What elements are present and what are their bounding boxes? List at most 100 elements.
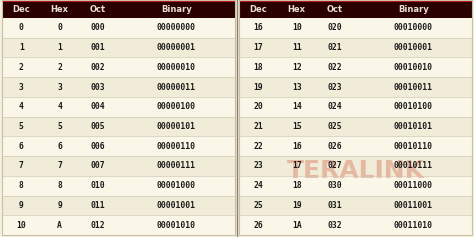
Text: 7: 7 [57, 161, 62, 170]
Bar [2, 18, 235, 38]
Text: 032: 032 [328, 221, 342, 230]
Text: 006: 006 [91, 142, 105, 151]
Text: 14: 14 [292, 102, 301, 111]
Text: 18: 18 [253, 63, 263, 72]
Text: 17: 17 [292, 161, 301, 170]
Text: 0: 0 [57, 23, 62, 32]
Text: 21: 21 [253, 122, 263, 131]
Text: 00001001: 00001001 [157, 201, 196, 210]
Bar [239, 136, 472, 156]
Text: 024: 024 [328, 102, 342, 111]
Text: 00001000: 00001000 [157, 181, 196, 190]
Text: 00011000: 00011000 [394, 181, 433, 190]
Text: TERALINK: TERALINK [286, 159, 425, 183]
Text: 8: 8 [19, 181, 24, 190]
Text: 0: 0 [19, 23, 24, 32]
Text: 00011010: 00011010 [394, 221, 433, 230]
Text: 005: 005 [91, 122, 105, 131]
Bar [2, 156, 235, 176]
Text: 9: 9 [19, 201, 24, 210]
Bar [2, 77, 235, 97]
Text: 26: 26 [253, 221, 263, 230]
Text: 3: 3 [57, 82, 62, 91]
Text: 030: 030 [328, 181, 342, 190]
Text: 004: 004 [91, 102, 105, 111]
Text: 5: 5 [19, 122, 24, 131]
Bar [239, 57, 472, 77]
Text: 00010111: 00010111 [394, 161, 433, 170]
Text: 00000111: 00000111 [157, 161, 196, 170]
Text: Hex: Hex [288, 5, 306, 14]
Bar [2, 176, 235, 196]
Text: 3: 3 [19, 82, 24, 91]
Text: 6: 6 [57, 142, 62, 151]
Text: 18: 18 [292, 181, 301, 190]
Text: 001: 001 [91, 43, 105, 52]
Text: 021: 021 [328, 43, 342, 52]
Text: 027: 027 [328, 161, 342, 170]
Bar [2, 196, 235, 215]
Text: 010: 010 [91, 181, 105, 190]
Text: 9: 9 [57, 201, 62, 210]
Bar [239, 38, 472, 57]
Text: Oct: Oct [327, 5, 343, 14]
Text: Binary: Binary [161, 5, 191, 14]
Bar [239, 77, 472, 97]
Text: 00000110: 00000110 [157, 142, 196, 151]
Text: 1: 1 [19, 43, 24, 52]
Text: 13: 13 [292, 82, 301, 91]
Bar [239, 196, 472, 215]
Text: 22: 22 [253, 142, 263, 151]
Text: 00010101: 00010101 [394, 122, 433, 131]
Text: Dec: Dec [249, 5, 267, 14]
Text: 12: 12 [292, 63, 301, 72]
Text: 00000100: 00000100 [157, 102, 196, 111]
Text: 00000000: 00000000 [157, 23, 196, 32]
Text: 00010011: 00010011 [394, 82, 433, 91]
Bar [2, 215, 235, 235]
Bar [2, 38, 235, 57]
Text: 19: 19 [253, 82, 263, 91]
Text: 00010001: 00010001 [394, 43, 433, 52]
Text: 2: 2 [57, 63, 62, 72]
Bar [2, 0, 235, 18]
Text: 4: 4 [19, 102, 24, 111]
Text: 00010100: 00010100 [394, 102, 433, 111]
Text: 012: 012 [91, 221, 105, 230]
Text: 00000010: 00000010 [157, 63, 196, 72]
Text: 20: 20 [253, 102, 263, 111]
Text: 7: 7 [19, 161, 24, 170]
Text: 003: 003 [91, 82, 105, 91]
Text: 16: 16 [253, 23, 263, 32]
Text: 1: 1 [57, 43, 62, 52]
Text: 00010110: 00010110 [394, 142, 433, 151]
Text: 23: 23 [253, 161, 263, 170]
Text: 19: 19 [292, 201, 301, 210]
Bar [239, 156, 472, 176]
Text: 025: 025 [328, 122, 342, 131]
Text: 25: 25 [253, 201, 263, 210]
Text: 24: 24 [253, 181, 263, 190]
Text: 020: 020 [328, 23, 342, 32]
Text: 00010010: 00010010 [394, 63, 433, 72]
Text: 5: 5 [57, 122, 62, 131]
Bar [239, 117, 472, 136]
Text: Oct: Oct [90, 5, 106, 14]
Text: 1A: 1A [292, 221, 301, 230]
Bar [239, 0, 472, 18]
Bar [239, 0, 472, 235]
Bar [239, 18, 472, 38]
Bar [2, 117, 235, 136]
Text: 002: 002 [91, 63, 105, 72]
Text: 11: 11 [292, 43, 301, 52]
Bar [239, 176, 472, 196]
Text: 00001010: 00001010 [157, 221, 196, 230]
Bar [239, 215, 472, 235]
Text: 000: 000 [91, 23, 105, 32]
Text: 031: 031 [328, 201, 342, 210]
Text: Dec: Dec [12, 5, 30, 14]
Text: Binary: Binary [398, 5, 428, 14]
Text: 16: 16 [292, 142, 301, 151]
Text: 00010000: 00010000 [394, 23, 433, 32]
Text: 023: 023 [328, 82, 342, 91]
